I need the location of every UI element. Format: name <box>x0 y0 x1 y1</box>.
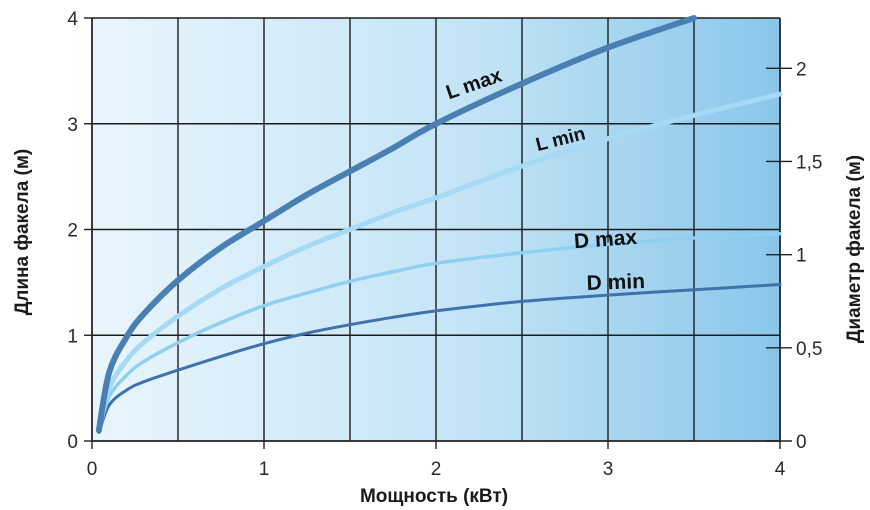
series-label-d-max: D max <box>573 226 638 253</box>
series-line-d-max <box>97 231 782 433</box>
y2-tick-label: 1 <box>796 246 807 267</box>
y-tick-label: 3 <box>67 115 78 136</box>
y2-tick-label: 0 <box>796 432 807 453</box>
x-tick-label: 0 <box>87 459 98 480</box>
series-line-d-min <box>97 283 782 434</box>
x-tick-label: 4 <box>775 459 786 480</box>
y2-tick-label: 1,5 <box>796 152 822 173</box>
y2-tick-label: 2 <box>796 59 807 80</box>
y-tick-label: 1 <box>67 326 78 347</box>
y-tick-label: 2 <box>67 221 78 242</box>
x-tick-label: 2 <box>431 459 442 480</box>
y-tick-label: 4 <box>67 9 78 30</box>
x-tick-label: 3 <box>603 459 614 480</box>
series-line-l-min <box>96 91 783 433</box>
x-axis-label: Мощность (кВт) <box>360 486 508 507</box>
y-tick-label: 0 <box>67 432 78 453</box>
y2-tick-label: 0,5 <box>796 339 822 360</box>
series-lines <box>95 15 783 434</box>
axes <box>84 17 792 449</box>
x-tick-label: 1 <box>259 459 270 480</box>
y-axis-label: Длина факела (м) <box>12 149 33 316</box>
series-line-l-max <box>95 15 697 434</box>
series-label-d-min: D min <box>586 270 645 295</box>
y2-axis-label: Диаметр факела (м) <box>844 155 865 343</box>
